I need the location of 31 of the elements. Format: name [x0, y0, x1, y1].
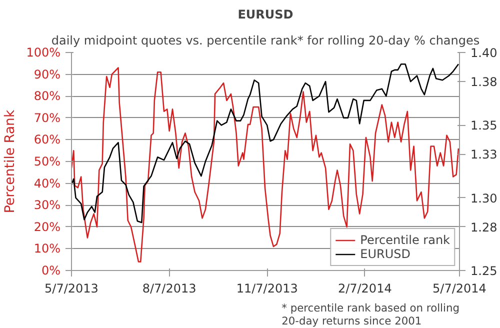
y-tick-label: 20%: [34, 220, 60, 234]
y2-tick-label: 1.28: [470, 220, 498, 234]
chart-subtitle: daily midpoint quotes vs. percentile rank* for rolling 20-day % changes: [51, 34, 480, 48]
y-axis-title: Percentile Rank: [3, 110, 18, 214]
y-tick-label: 0%: [41, 264, 61, 278]
y2-tick-label: 1.38: [470, 75, 498, 90]
legend-label: EURUSD: [360, 247, 410, 261]
y2-tick-label: 1.30: [470, 191, 498, 206]
y-tick-label: 60%: [34, 132, 60, 147]
text: * percentile rank based on rolling 20-day returns since 2001: [282, 302, 460, 328]
y-tick-label: 30%: [34, 198, 60, 212]
x-tick-label: 5/7/2013: [44, 282, 98, 296]
legend-label: Percentile rank: [360, 233, 450, 247]
y-tick-label: 90%: [34, 67, 60, 82]
chart-title: EURUSD: [238, 8, 294, 22]
y-tick-label: 70%: [34, 110, 60, 125]
y-tick-label: 80%: [34, 89, 60, 104]
y-tick-label: 40%: [34, 176, 60, 190]
x-tick-label: 5/7/2014: [432, 282, 486, 296]
y-tick-label: 50%: [34, 154, 60, 168]
x-tick-label: 2/7/2014: [338, 282, 392, 296]
x-tick-label: 11/7/2013: [236, 282, 298, 296]
y2-tick-label: 1.33: [470, 148, 498, 162]
x-tick-label: 8/7/2013: [142, 282, 196, 296]
y2-tick-label: 1.35: [470, 118, 498, 133]
y2-tick-label: 1.25: [470, 264, 498, 278]
y-tick-label: 100%: [26, 46, 61, 60]
y-tick-label: 10%: [34, 242, 60, 256]
line-series: [72, 67, 460, 262]
line-series: [72, 63, 460, 224]
y2-tick-label: 1.40: [470, 46, 498, 60]
